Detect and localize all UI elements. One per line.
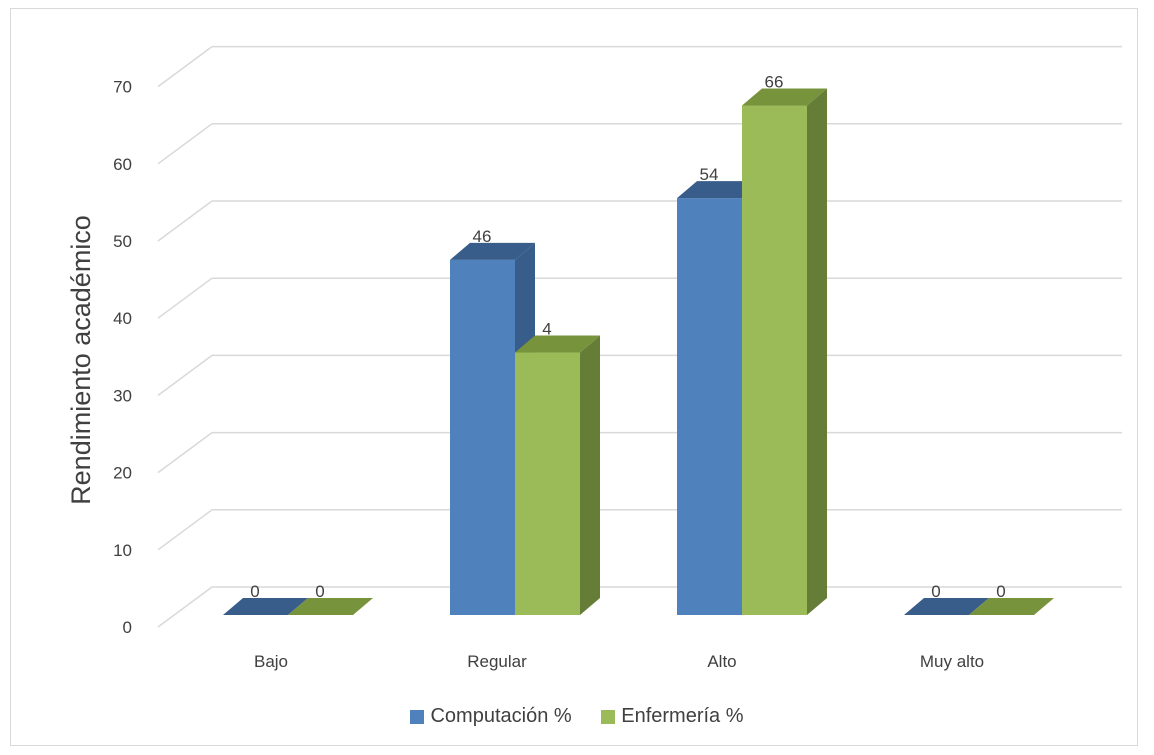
- data-label: 0: [315, 582, 324, 601]
- x-category-muy-alto: Muy alto: [920, 652, 984, 671]
- y-tick-50: 50: [113, 232, 132, 251]
- bar-side: [807, 88, 827, 616]
- legend-label-computacion: Computación %: [430, 705, 572, 727]
- gridline-diag-40: [157, 277, 213, 319]
- bar-top: [288, 598, 373, 615]
- gridline-diag-0: [157, 586, 213, 628]
- gridline-diag-20: [157, 431, 213, 474]
- data-label: 0: [931, 582, 940, 601]
- legend-swatch-enfermeria: [601, 709, 616, 724]
- bar-regular-s0: [450, 242, 535, 615]
- bar-front: [742, 105, 807, 615]
- bar-alto-s1: [742, 88, 827, 616]
- x-category-alto: Alto: [707, 652, 736, 671]
- bar-top: [904, 598, 989, 615]
- y-tick-10: 10: [113, 541, 132, 560]
- bar-bajo-s0: [223, 598, 308, 615]
- gridlines: [157, 45, 1122, 628]
- data-label: 54: [700, 165, 719, 184]
- legend: Computación % Enfermería %: [0, 705, 1154, 730]
- y-tick-70: 70: [113, 78, 132, 97]
- x-category-bajo: Bajo: [254, 652, 288, 671]
- legend-swatch-computacion: [410, 709, 425, 724]
- y-tick-40: 40: [113, 309, 132, 328]
- data-label: 46: [473, 227, 492, 246]
- data-label: 0: [996, 582, 1005, 601]
- bar-front: [677, 198, 742, 615]
- legend-item-enfermeria: Enfermería %: [601, 705, 744, 728]
- y-tick-30: 30: [113, 386, 132, 405]
- x-axis-categories: Bajo Regular Alto Muy alto: [254, 652, 984, 671]
- data-labels: 0 0 46 4 54 66 0 0: [250, 72, 1005, 601]
- bar-muy-alto-s1: [969, 598, 1054, 615]
- gridline-diag-60: [157, 123, 213, 165]
- y-axis-label: Rendimiento académico: [66, 215, 96, 505]
- y-tick-0: 0: [123, 618, 132, 637]
- legend-item-computacion: Computación %: [410, 705, 572, 728]
- data-label: 4: [542, 320, 551, 339]
- bar-top: [677, 181, 762, 199]
- bar-top: [969, 598, 1054, 615]
- bar-regular-s1: [515, 335, 600, 615]
- data-label: 0: [250, 582, 259, 601]
- y-tick-60: 60: [113, 155, 132, 174]
- bar-top: [515, 335, 600, 353]
- y-axis-ticks: 0 10 20 30 40 50 60 70: [113, 78, 132, 637]
- bars: [223, 88, 1054, 616]
- bar-top: [223, 598, 308, 615]
- bar-top: [450, 242, 535, 260]
- bar-front: [450, 259, 515, 615]
- bar-muy-alto-s0: [904, 598, 989, 615]
- bar-bajo-s1: [288, 598, 373, 615]
- gridline-diag-50: [157, 200, 213, 242]
- y-tick-20: 20: [113, 464, 132, 483]
- gridline-diag-10: [157, 509, 213, 551]
- gridline-diag-30: [157, 354, 213, 397]
- bar-side: [580, 335, 600, 615]
- legend-label-enfermeria: Enfermería %: [621, 705, 744, 727]
- bar-top: [742, 88, 827, 106]
- x-category-regular: Regular: [467, 652, 527, 671]
- bar-front: [515, 352, 580, 615]
- data-label: 66: [765, 72, 784, 91]
- gridline-diag-70: [157, 45, 213, 88]
